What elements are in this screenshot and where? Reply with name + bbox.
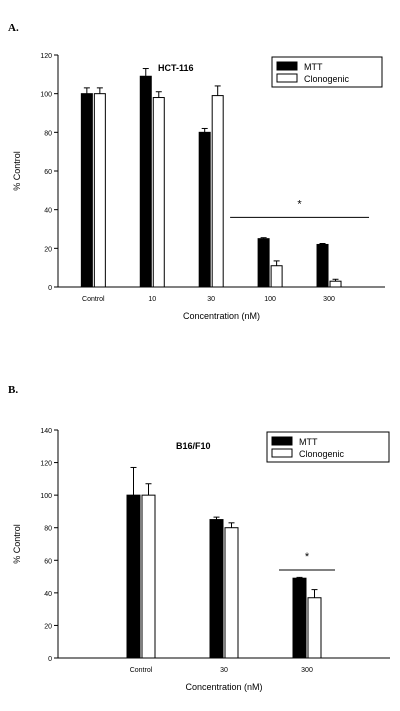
legend-label-mtt: MTT — [304, 62, 323, 72]
x-tick-label: 30 — [220, 667, 228, 674]
chart-hct116: 0 20 40 60 80 100 120 Control 10 30 100 300 Concentr… — [12, 53, 385, 321]
y-tick-label: 100 — [40, 493, 52, 500]
x-tick-label: Control — [130, 667, 153, 674]
bar-clonogenic — [307, 597, 322, 659]
bar-clonogenic — [224, 527, 239, 659]
bar-mtt — [316, 243, 329, 288]
bar-clonogenic — [152, 97, 165, 288]
legend-swatch-mtt — [276, 61, 298, 71]
y-tick-label: 0 — [48, 285, 52, 292]
bar-mtt — [257, 238, 270, 288]
panel-a: A. 0 20 40 60 80 100 120 Control 10 30 100 300 Conce… — [0, 0, 400, 330]
x-axis-label: Concentration (nM) — [185, 682, 262, 692]
y-tick-label: 0 — [48, 656, 52, 663]
y-tick-label: 120 — [40, 461, 52, 468]
panel-label-a: A. — [8, 22, 19, 34]
y-tick-label: 60 — [44, 169, 52, 176]
y-tick-label: 40 — [44, 208, 52, 215]
chart-title: B16/F10 — [176, 441, 211, 451]
x-tick-label: 300 — [301, 667, 313, 674]
y-tick-label: 20 — [44, 623, 52, 630]
bar-mtt — [292, 577, 307, 659]
bar-mtt — [198, 131, 211, 288]
legend-label-mtt: MTT — [299, 437, 318, 447]
y-tick-label: 80 — [44, 130, 52, 137]
panel-b: B. 0 20 40 60 80 100 120 140 Control 30 300 Concent… — [0, 370, 400, 711]
x-tick-label: 100 — [264, 296, 276, 303]
panel-label-b: B. — [8, 384, 19, 396]
legend-label-clonogenic: Clonogenic — [299, 449, 345, 459]
y-tick-label: 60 — [44, 558, 52, 565]
bar-clonogenic — [141, 494, 156, 659]
bar-clonogenic — [211, 95, 224, 288]
bar-clonogenic — [329, 280, 342, 288]
x-tick-label: 10 — [148, 296, 156, 303]
legend-label-clonogenic: Clonogenic — [304, 74, 350, 84]
significance-star: * — [297, 198, 302, 210]
legend-swatch-mtt — [271, 436, 293, 446]
y-axis-label: % Control — [12, 151, 22, 191]
y-tick-label: 120 — [40, 53, 52, 60]
y-tick-label: 140 — [40, 428, 52, 435]
bar-clonogenic — [270, 265, 283, 288]
y-tick-label: 20 — [44, 246, 52, 253]
y-axis-label: % Control — [12, 524, 22, 564]
y-tick-label: 40 — [44, 591, 52, 598]
bar-mtt — [139, 75, 152, 288]
chart-title: HCT-116 — [158, 63, 194, 73]
bar-mtt — [80, 93, 93, 288]
bar-mtt — [126, 494, 141, 659]
y-tick-label: 80 — [44, 526, 52, 533]
x-tick-label: Control — [82, 296, 105, 303]
x-tick-label: 300 — [323, 296, 335, 303]
legend-swatch-clonogenic — [271, 448, 293, 458]
y-tick-label: 100 — [40, 92, 52, 99]
x-axis-label: Concentration (nM) — [183, 311, 260, 321]
x-tick-label: 30 — [207, 296, 215, 303]
bar-clonogenic — [93, 93, 106, 288]
bar-mtt — [209, 519, 224, 659]
significance-star: * — [305, 551, 310, 563]
legend-swatch-clonogenic — [276, 73, 298, 83]
chart-b16f10: 0 20 40 60 80 100 120 140 Control 30 300 Concentrat… — [12, 428, 390, 692]
